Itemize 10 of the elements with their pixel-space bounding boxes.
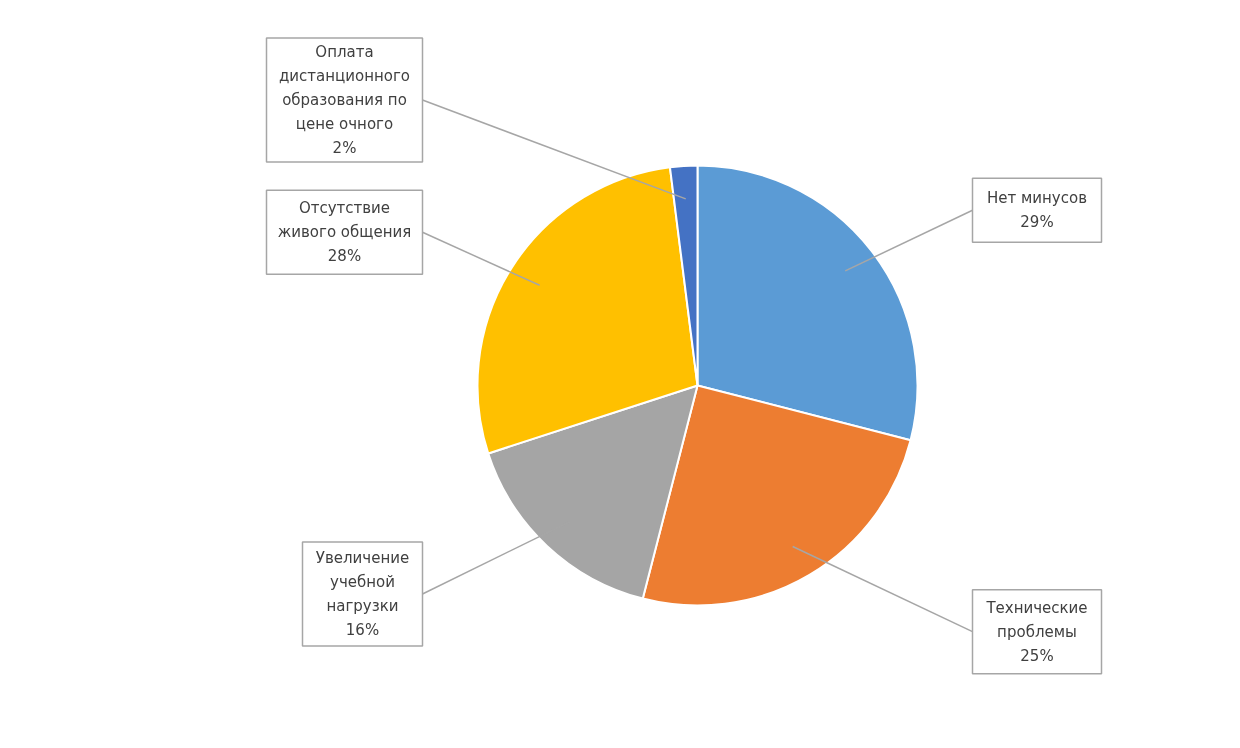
slice-label: Отсутствие живого общения — [277, 199, 412, 242]
data-label: 28% — [327, 247, 362, 266]
slice-label: Технические проблемы — [985, 598, 1088, 641]
data-label: 16% — [345, 620, 380, 639]
slice-label: Нет минусов — [986, 189, 1088, 208]
slice-label: Увеличение учебной нагрузки — [315, 548, 410, 615]
data-label: 29% — [1020, 213, 1054, 232]
slice-label: Оплата дистанционного образования по цене очного — [278, 43, 411, 134]
data-label: 25% — [1020, 646, 1054, 665]
data-label: 2% — [332, 139, 357, 158]
